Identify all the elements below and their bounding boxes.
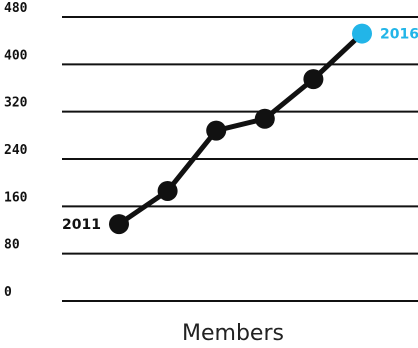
- data-point-2011: [109, 214, 129, 235]
- y-axis-ticks: 0 80 160 240 320 400 480: [4, 1, 28, 300]
- y-tick-label-320: 320: [4, 96, 28, 111]
- point-labels: 2011 2016: [62, 27, 418, 234]
- series-line-segment: [165, 128, 219, 194]
- gridlines: [62, 16, 418, 302]
- y-tick-label-400: 400: [4, 48, 28, 63]
- y-tick-label-480: 480: [4, 1, 28, 16]
- y-tick-label-160: 160: [4, 190, 28, 205]
- series-line-segment: [310, 31, 365, 82]
- y-tick-label-0: 0: [4, 285, 12, 300]
- point-label-2011: 2011: [62, 217, 101, 233]
- y-tick-label-80: 80: [4, 238, 20, 253]
- x-axis-title: Members: [182, 321, 284, 346]
- series-line-segment: [262, 76, 316, 122]
- data-point-2016: [352, 23, 372, 44]
- data-point-2014: [254, 108, 275, 129]
- y-tick-label-240: 240: [4, 143, 28, 158]
- data-point-2012: [157, 180, 178, 201]
- series-line: [116, 31, 365, 227]
- point-label-2016: 2016: [380, 27, 418, 43]
- data-points: [109, 23, 372, 235]
- data-point-2013: [206, 120, 227, 141]
- data-point-2015: [303, 69, 324, 90]
